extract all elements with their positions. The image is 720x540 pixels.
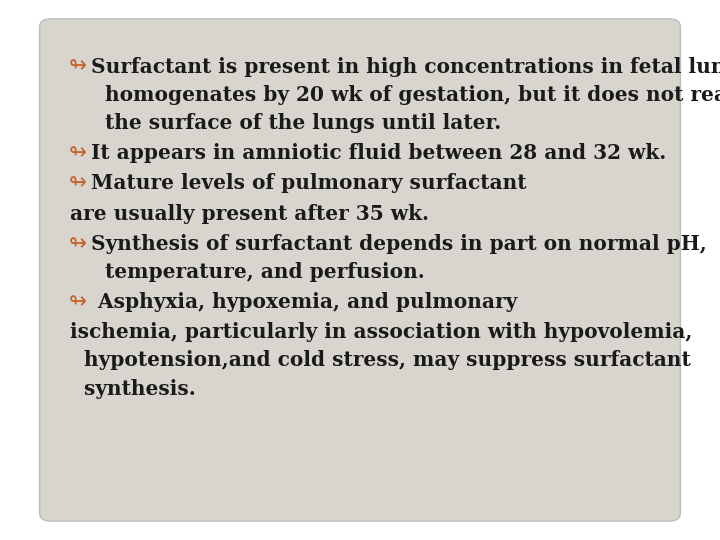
FancyBboxPatch shape [40, 19, 680, 521]
Text: ↬: ↬ [68, 173, 86, 193]
Text: ↬: ↬ [68, 143, 86, 163]
Text: temperature, and perfusion.: temperature, and perfusion. [91, 262, 425, 282]
Text: ischemia, particularly in association with hypovolemia,: ischemia, particularly in association wi… [70, 322, 692, 342]
Text: Synthesis of surfactant depends in part on normal pH,: Synthesis of surfactant depends in part … [91, 234, 706, 254]
Text: ↬: ↬ [68, 234, 86, 254]
Text: homogenates by 20 wk of gestation, but it does not reach: homogenates by 20 wk of gestation, but i… [91, 85, 720, 105]
Text: Surfactant is present in high concentrations in fetal lung: Surfactant is present in high concentrat… [91, 57, 720, 77]
Text: ↬: ↬ [68, 57, 86, 77]
Text: the surface of the lungs until later.: the surface of the lungs until later. [91, 113, 501, 133]
Text: Asphyxia, hypoxemia, and pulmonary: Asphyxia, hypoxemia, and pulmonary [91, 292, 517, 312]
Text: synthesis.: synthesis. [70, 379, 196, 399]
Text: It appears in amniotic fluid between 28 and 32 wk.: It appears in amniotic fluid between 28 … [91, 143, 666, 163]
Text: hypotension,and cold stress, may suppress surfactant: hypotension,and cold stress, may suppres… [70, 350, 690, 370]
Text: are usually present after 35 wk.: are usually present after 35 wk. [70, 204, 429, 224]
Text: ↬: ↬ [68, 292, 86, 312]
Text: Mature levels of pulmonary surfactant: Mature levels of pulmonary surfactant [91, 173, 526, 193]
